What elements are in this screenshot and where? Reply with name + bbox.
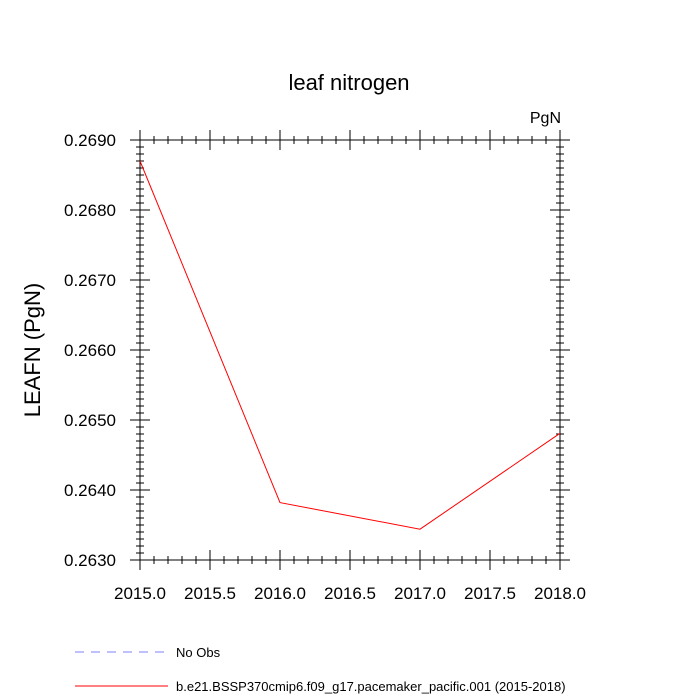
units-label: PgN (530, 110, 561, 127)
x-tick-label: 2016.0 (254, 584, 306, 603)
x-tick-label: 2015.0 (114, 584, 166, 603)
series-line (139, 160, 561, 530)
y-axis-ticks: 0.2630 0.2640 0.2650 0.2660 0.2670 0.2680 0.26… (64, 131, 570, 570)
y-tick-label: 0.2690 (64, 131, 116, 150)
x-tick-label: 2015.5 (184, 584, 236, 603)
x-axis-ticks: 2015.0 2015.5 2016.0 2016.5 2017.0 2017.5 2018… (114, 130, 586, 603)
legend-label: No Obs (176, 645, 221, 660)
y-tick-label: 0.2660 (64, 341, 116, 360)
series-layer (139, 160, 561, 530)
y-tick-label: 0.2670 (64, 271, 116, 290)
y-tick-label: 0.2680 (64, 201, 116, 220)
x-tick-label: 2016.5 (324, 584, 376, 603)
y-tick-label: 0.2640 (64, 481, 116, 500)
legend: No Obs b.e21.BSSP370cmip6.f09_g17.pacemak… (75, 645, 566, 694)
y-axis-label: LEAFN (PgN) (20, 283, 45, 417)
x-tick-label: 2017.0 (394, 584, 446, 603)
legend-label: b.e21.BSSP370cmip6.f09_g17.pacemaker_pac… (176, 679, 566, 694)
y-tick-label: 0.2650 (64, 411, 116, 430)
plot-frame (139, 139, 561, 561)
x-tick-label: 2018.0 (534, 584, 586, 603)
y-tick-label: 0.2630 (64, 551, 116, 570)
chart-title: leaf nitrogen (288, 70, 409, 95)
x-tick-label: 2017.5 (464, 584, 516, 603)
